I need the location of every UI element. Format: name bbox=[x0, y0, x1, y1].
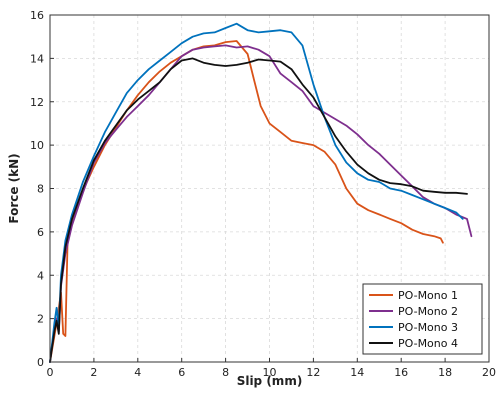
x-tick-label: 16 bbox=[394, 366, 408, 379]
x-axis-ticks: 0 2 4 6 8 10 12 14 16 18 20 bbox=[47, 358, 496, 379]
y-axis-label: Force (kN) bbox=[7, 153, 21, 223]
y-tick-label: 4 bbox=[37, 269, 44, 282]
y-tick-label: 0 bbox=[37, 356, 44, 369]
series-line-po-mono-4 bbox=[49, 57, 468, 363]
y-tick-label: 16 bbox=[30, 9, 44, 22]
legend-entry: PO-Mono 1 bbox=[398, 289, 458, 302]
series-line-po-mono-1 bbox=[49, 40, 444, 363]
legend-entry: PO-Mono 3 bbox=[398, 321, 458, 334]
x-tick-label: 8 bbox=[222, 366, 229, 379]
legend-entry: PO-Mono 4 bbox=[398, 337, 458, 350]
y-tick-label: 2 bbox=[37, 313, 44, 326]
x-tick-label: 12 bbox=[306, 366, 320, 379]
x-tick-label: 14 bbox=[350, 366, 364, 379]
y-tick-label: 10 bbox=[30, 139, 44, 152]
x-axis-label: Slip (mm) bbox=[237, 374, 303, 388]
legend-entry: PO-Mono 2 bbox=[398, 305, 458, 318]
x-tick-label: 18 bbox=[438, 366, 452, 379]
x-tick-label: 10 bbox=[263, 366, 277, 379]
series-line-po-mono-2 bbox=[49, 44, 473, 363]
x-tick-label: 2 bbox=[90, 366, 97, 379]
series-layer bbox=[49, 22, 473, 363]
y-tick-label: 14 bbox=[30, 52, 44, 65]
x-tick-label: 20 bbox=[482, 366, 496, 379]
legend: PO-Mono 1 PO-Mono 2 PO-Mono 3 PO-Mono 4 bbox=[362, 283, 483, 355]
x-tick-label: 6 bbox=[178, 366, 185, 379]
y-tick-label: 8 bbox=[37, 183, 44, 196]
x-tick-label: 0 bbox=[47, 366, 54, 379]
y-tick-label: 6 bbox=[37, 226, 44, 239]
y-axis-ticks: 0 2 4 6 8 10 12 14 16 bbox=[30, 9, 54, 369]
series-line-po-mono-3 bbox=[49, 22, 464, 363]
y-tick-label: 12 bbox=[30, 96, 44, 109]
x-tick-label: 4 bbox=[134, 366, 141, 379]
